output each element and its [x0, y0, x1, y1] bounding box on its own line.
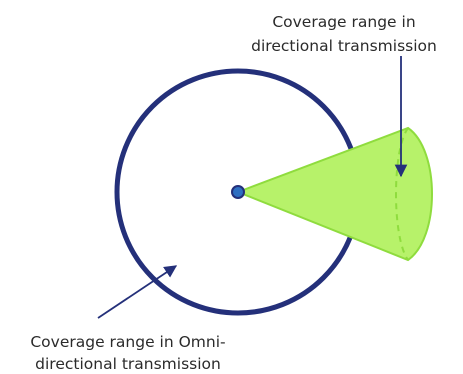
- cone-front-edge: [395, 127, 409, 261]
- omni-pointer-arrow: [97, 265, 178, 319]
- directional-coverage-cone: [235, 126, 433, 262]
- directional-label-line1: Coverage range in: [272, 13, 415, 31]
- transmitter-node: [231, 185, 245, 199]
- directional-label-line2: directional transmission: [251, 37, 437, 55]
- omni-label-line1: Coverage range in Omni-: [30, 333, 225, 351]
- cone-body: [235, 126, 433, 262]
- omni-label-line2: directional transmission: [35, 355, 221, 373]
